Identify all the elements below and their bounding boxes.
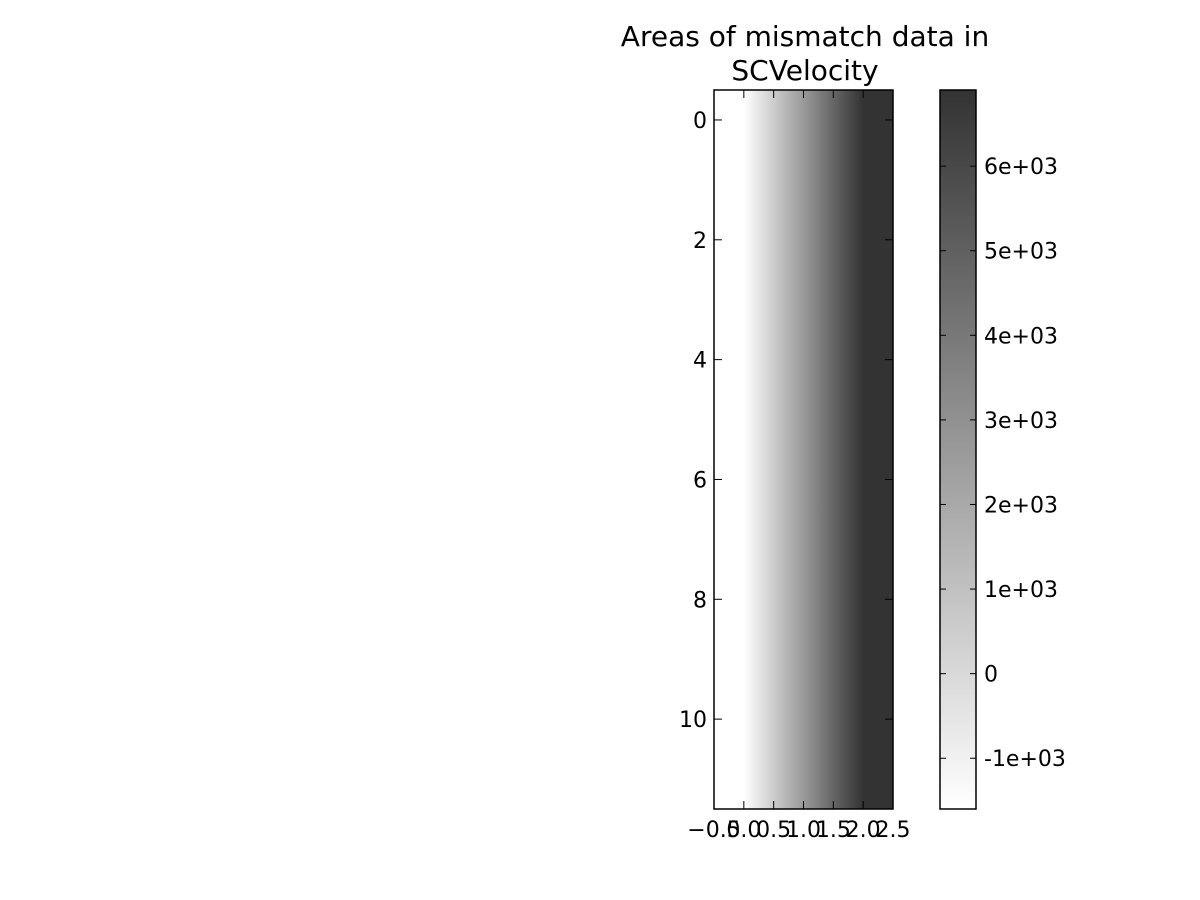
chart-title-line-2: SCVelocity [731, 54, 878, 87]
x-tick-label: −0.5 [687, 818, 740, 843]
y-tick-label: 2 [693, 229, 707, 254]
y-tick-label: 4 [693, 349, 707, 374]
colorbar-tick-label: 1e+03 [984, 578, 1058, 603]
colorbar: -1e+03 0 1e+03 2e+03 3e+03 4e+03 5e+03 6e+03 [939, 89, 1066, 810]
y-tick-label: 6 [693, 468, 707, 493]
x-tick-label: 0.0 [726, 818, 761, 843]
colorbar-tick-label: -1e+03 [984, 747, 1066, 772]
colorbar-tick-label: 4e+03 [984, 324, 1058, 349]
x-tick-label: 0.5 [756, 818, 791, 843]
x-tick-label: 2.0 [846, 818, 881, 843]
x-tick-label: 1.5 [816, 818, 851, 843]
plot-area: 0 2 4 6 8 10 −0.50.00.51.01.52.02.5 [679, 89, 911, 843]
y-tick-label: 8 [693, 588, 707, 613]
colorbar-tick-label: 5e+03 [984, 240, 1058, 265]
colorbar-tick-label: 0 [984, 663, 998, 688]
colorbar-tick-label: 2e+03 [984, 493, 1058, 518]
y-tick-label: 10 [679, 708, 707, 733]
colorbar-tick-label: 3e+03 [984, 409, 1058, 434]
x-tick-label: 1.0 [786, 818, 821, 843]
heatmap-image [714, 90, 893, 809]
x-tick-label: 2.5 [876, 818, 911, 843]
chart-title-line-1: Areas of mismatch data in [621, 20, 989, 53]
colorbar-scale [939, 89, 977, 810]
colorbar-tick-label: 6e+03 [984, 155, 1058, 180]
y-tick-label: 0 [693, 109, 707, 134]
